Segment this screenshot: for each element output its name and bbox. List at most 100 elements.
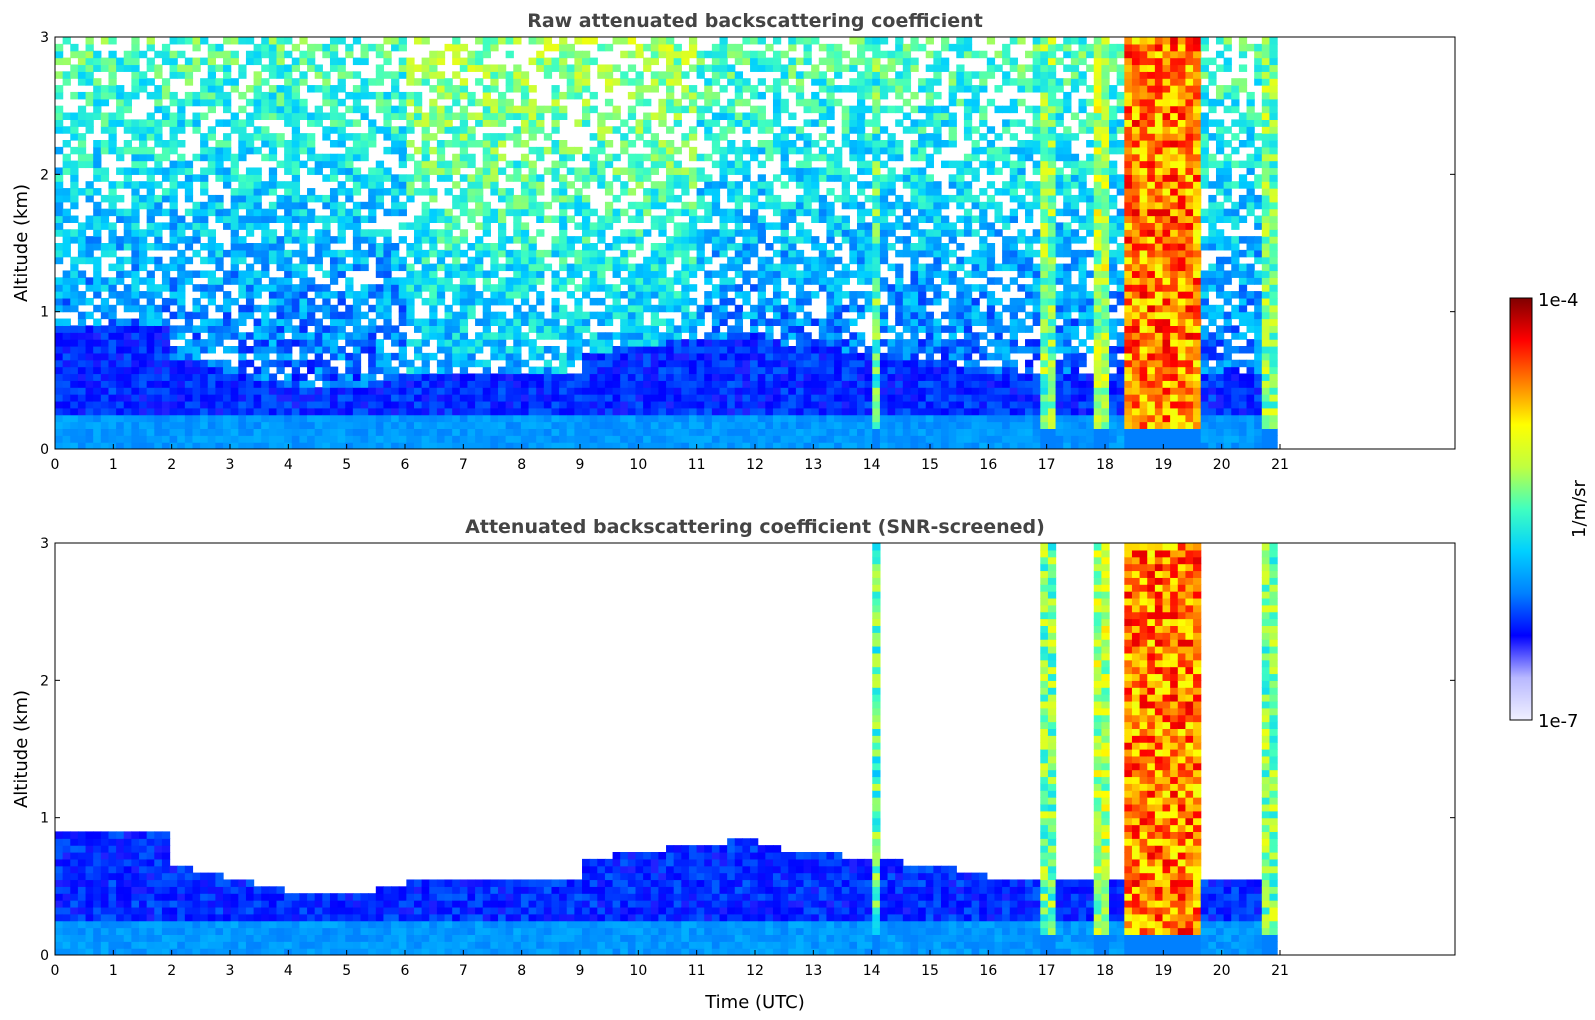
heatmap-cell <box>872 243 881 251</box>
heatmap-cell <box>803 43 812 52</box>
heatmap-cell <box>93 78 102 86</box>
heatmap-cell <box>696 215 705 223</box>
heatmap-cell <box>322 359 331 368</box>
heatmap-cell <box>551 126 560 134</box>
heatmap-cell <box>169 215 178 223</box>
heatmap-cell <box>643 304 652 313</box>
heatmap-cell <box>574 201 583 210</box>
heatmap-cell <box>879 352 889 361</box>
heatmap-cell <box>757 126 766 134</box>
heatmap-cell <box>245 181 255 189</box>
heatmap-cell <box>429 421 438 429</box>
heatmap-cell <box>299 442 308 449</box>
heatmap-cell <box>93 215 102 223</box>
heatmap-cell <box>895 311 904 320</box>
heatmap-cell <box>307 442 316 449</box>
heatmap-cell <box>635 119 644 127</box>
heatmap-cell <box>673 249 682 258</box>
heatmap-cell <box>826 284 835 292</box>
heatmap-cell <box>139 435 148 443</box>
heatmap-cell <box>368 394 377 402</box>
heatmap-cell <box>245 222 255 230</box>
heatmap-cell <box>215 208 224 217</box>
heatmap-cell <box>444 85 453 93</box>
heatmap-cell <box>856 277 866 285</box>
heatmap-cell <box>643 126 652 134</box>
heatmap-cell <box>574 400 583 409</box>
heatmap-cell <box>772 394 782 402</box>
heatmap-cell <box>872 332 881 340</box>
heatmap-cell <box>184 222 194 230</box>
heatmap-cell <box>55 91 64 100</box>
heatmap-cell <box>620 263 629 272</box>
heatmap-cell <box>803 277 812 285</box>
heatmap-cell <box>681 263 690 272</box>
heatmap-cell <box>872 359 881 368</box>
heatmap-cell <box>108 229 117 237</box>
heatmap-cell <box>643 194 652 203</box>
heatmap-cell <box>528 304 537 313</box>
heatmap-cell <box>627 270 637 278</box>
heatmap-cell <box>261 37 270 45</box>
heatmap-cell <box>482 208 491 217</box>
heatmap-cell <box>704 428 713 436</box>
heatmap-cell <box>872 373 881 381</box>
heatmap-cell <box>253 194 262 203</box>
heatmap-cell <box>146 359 155 368</box>
heatmap-cell <box>368 400 377 409</box>
heatmap-cell <box>490 215 499 223</box>
heatmap-cell <box>589 366 598 375</box>
heatmap-cell <box>574 414 583 423</box>
heatmap-cell <box>566 181 575 189</box>
heatmap-cell <box>498 339 507 347</box>
heatmap-cell <box>688 50 698 59</box>
heatmap-cell <box>803 140 812 148</box>
heatmap-cell <box>108 332 117 340</box>
heatmap-cell <box>803 119 812 127</box>
heatmap-cell <box>398 236 407 244</box>
heatmap-cell <box>314 160 323 169</box>
heatmap-cell <box>635 277 644 285</box>
heatmap-cell <box>436 297 446 306</box>
heatmap-cell <box>238 105 247 114</box>
heatmap-cell <box>650 352 660 361</box>
heatmap-cell <box>322 297 331 306</box>
heatmap-cell <box>139 304 148 313</box>
heatmap-cell <box>818 71 828 79</box>
heatmap-cell <box>177 442 186 449</box>
heatmap-cell <box>666 284 675 292</box>
heatmap-cell <box>872 37 881 45</box>
heatmap-cell <box>108 181 117 189</box>
heatmap-cell <box>879 442 889 449</box>
heatmap-cell <box>475 380 484 388</box>
heatmap-cell <box>772 366 782 375</box>
heatmap-cell <box>826 91 835 100</box>
heatmap-cell <box>879 339 889 347</box>
heatmap-cell <box>536 126 545 134</box>
heatmap-cell <box>872 400 881 409</box>
heatmap-cell <box>719 236 728 244</box>
heatmap-cell <box>139 243 148 251</box>
heatmap-cell <box>688 64 698 72</box>
heatmap-cell <box>750 428 759 436</box>
heatmap-cell <box>276 428 285 436</box>
heatmap-cell <box>627 394 637 402</box>
heatmap-cell <box>520 91 530 100</box>
heatmap-cell <box>582 325 591 333</box>
heatmap-cell <box>574 387 583 395</box>
heatmap-cell <box>345 194 354 203</box>
heatmap-cell <box>688 201 698 210</box>
heatmap-cell <box>895 297 904 306</box>
heatmap-cell <box>681 50 690 59</box>
heatmap-cell <box>513 201 522 210</box>
heatmap-cell <box>77 57 87 66</box>
heatmap-cell <box>864 146 873 155</box>
heatmap-cell <box>398 380 407 388</box>
heatmap-cell <box>658 400 667 409</box>
heatmap-cell <box>536 366 545 375</box>
heatmap-cell <box>307 188 316 196</box>
heatmap-cell <box>459 126 469 134</box>
heatmap-cell <box>872 64 881 72</box>
heatmap-cell <box>314 325 323 333</box>
heatmap-cell <box>482 332 491 340</box>
